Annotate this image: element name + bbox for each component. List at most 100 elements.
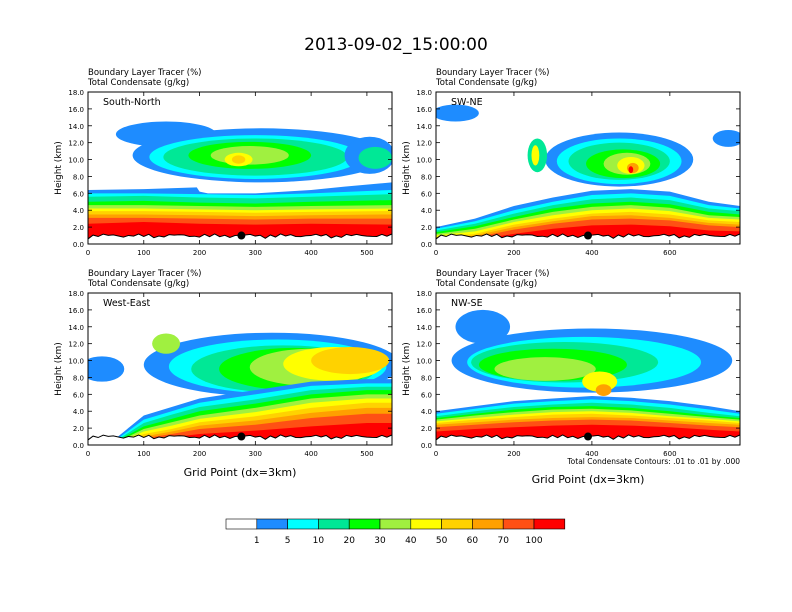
- field-label-condensate: Total Condensate (g/kg): [435, 78, 537, 88]
- x-tick-label: 0: [434, 450, 438, 458]
- y-tick-label: 2.0: [73, 224, 84, 232]
- y-tick-label: 2.0: [73, 425, 84, 433]
- panel-sw-ne: Boundary Layer Tracer (%)Total Condensat…: [402, 68, 741, 257]
- x-axis-label-left: Grid Point (dx=3km): [184, 466, 297, 479]
- x-tick-label: 400: [304, 450, 317, 458]
- colorbar: 1 5 10 20 30 40 50 60 70 100: [225, 518, 566, 546]
- y-tick-label: 14.0: [68, 123, 84, 131]
- panel-frame: [435, 91, 741, 245]
- x-tick-label: 200: [193, 249, 206, 257]
- colorbar-label: 10: [313, 536, 325, 546]
- y-tick-label: 16.0: [416, 106, 432, 114]
- location-marker: [584, 432, 592, 441]
- field-label-condensate: Total Condensate (g/kg): [87, 78, 189, 88]
- x-tick-label: 0: [86, 450, 90, 458]
- plot-area: [436, 92, 740, 244]
- x-tick-label: 0: [86, 249, 90, 257]
- colorbar-swatch: [502, 518, 535, 530]
- condensate-cell: [358, 146, 392, 169]
- panel-south-north: Boundary Layer Tracer (%)Total Condensat…: [54, 68, 393, 257]
- condensate-cell: [628, 166, 634, 174]
- y-tick-label: 18.0: [68, 89, 84, 97]
- location-marker: [237, 432, 246, 441]
- condensate-cell: [231, 155, 246, 164]
- x-tick-label: 100: [137, 249, 150, 257]
- x-tick-label: 400: [585, 249, 598, 257]
- colorbar-swatch: [256, 518, 288, 530]
- y-axis-label: Height (km): [54, 342, 64, 396]
- y-tick-label: 4.0: [421, 408, 432, 416]
- field-label-condensate: Total Condensate (g/kg): [435, 279, 537, 289]
- colorbar-swatch: [441, 518, 473, 530]
- y-tick-label: 8.0: [73, 173, 84, 181]
- y-tick-label: 2.0: [421, 425, 432, 433]
- y-tick-label: 18.0: [416, 89, 432, 97]
- x-tick-label: 200: [193, 450, 206, 458]
- y-tick-label: 4.0: [73, 408, 84, 416]
- y-tick-label: 14.0: [416, 123, 432, 131]
- y-tick-label: 8.0: [421, 374, 432, 382]
- condensate-cell: [595, 384, 612, 397]
- y-tick-label: 0.0: [73, 241, 84, 249]
- colorbar-swatch: [225, 518, 258, 530]
- y-tick-label: 16.0: [68, 106, 84, 114]
- y-tick-label: 10.0: [416, 358, 432, 366]
- condensate-cell: [436, 104, 479, 122]
- y-axis-label: Height (km): [54, 141, 64, 195]
- y-tick-label: 16.0: [68, 307, 84, 315]
- y-tick-label: 4.0: [421, 207, 432, 215]
- field-label-tracer: Boundary Layer Tracer (%): [88, 269, 202, 279]
- colorbar-label: 70: [497, 536, 509, 546]
- y-tick-label: 14.0: [68, 324, 84, 332]
- colorbar-label: 50: [436, 536, 448, 546]
- condensate-cell: [152, 333, 181, 354]
- field-label-tracer: Boundary Layer Tracer (%): [88, 68, 202, 78]
- panels-group: Boundary Layer Tracer (%)Total Condensat…: [54, 68, 741, 458]
- panel-name: South-North: [103, 97, 161, 108]
- y-tick-label: 14.0: [416, 324, 432, 332]
- colorbar-label: 5: [285, 536, 291, 546]
- colorbar-swatch: [348, 518, 381, 530]
- x-tick-label: 100: [137, 450, 150, 458]
- x-tick-label: 400: [585, 450, 598, 458]
- x-tick-label: 300: [249, 249, 262, 257]
- y-tick-label: 18.0: [416, 290, 432, 298]
- y-tick-label: 8.0: [73, 374, 84, 382]
- y-tick-label: 0.0: [421, 241, 432, 249]
- colorbar-label: 100: [525, 536, 542, 546]
- y-axis-label: Height (km): [402, 342, 412, 396]
- y-tick-label: 6.0: [73, 190, 84, 198]
- panel-frame: [87, 91, 393, 245]
- x-tick-label: 400: [304, 249, 317, 257]
- y-tick-label: 16.0: [416, 307, 432, 315]
- x-tick-label: 500: [360, 249, 373, 257]
- y-tick-label: 6.0: [421, 391, 432, 399]
- y-tick-label: 4.0: [73, 207, 84, 215]
- plot-area: [88, 92, 392, 244]
- contour-note: Total Condensate Contours: .01 to .01 by…: [566, 457, 740, 466]
- x-axis-label-right: Grid Point (dx=3km): [532, 473, 645, 486]
- condensate-cell: [494, 357, 596, 381]
- panel-name: SW-NE: [451, 97, 483, 108]
- colorbar-swatch: [533, 518, 566, 530]
- colorbar-label: 30: [374, 536, 386, 546]
- colorbar-swatch: [472, 518, 504, 530]
- colorbar-label: 60: [467, 536, 479, 546]
- condensate-cell: [712, 130, 740, 147]
- y-tick-label: 10.0: [416, 157, 432, 165]
- plot-area: [436, 293, 740, 445]
- y-axis-label: Height (km): [402, 141, 412, 195]
- condensate-cell: [88, 356, 125, 382]
- field-label-condensate: Total Condensate (g/kg): [87, 279, 189, 289]
- y-tick-label: 12.0: [416, 140, 432, 148]
- y-tick-label: 10.0: [68, 358, 84, 366]
- condensate-cell: [455, 309, 511, 344]
- y-tick-label: 12.0: [68, 140, 84, 148]
- x-tick-label: 500: [360, 450, 373, 458]
- figure-title: 2013-09-02_15:00:00: [304, 35, 488, 55]
- y-tick-label: 12.0: [416, 341, 432, 349]
- location-marker: [237, 231, 246, 240]
- condensate-cell: [311, 347, 390, 375]
- panel-frame: [435, 292, 741, 446]
